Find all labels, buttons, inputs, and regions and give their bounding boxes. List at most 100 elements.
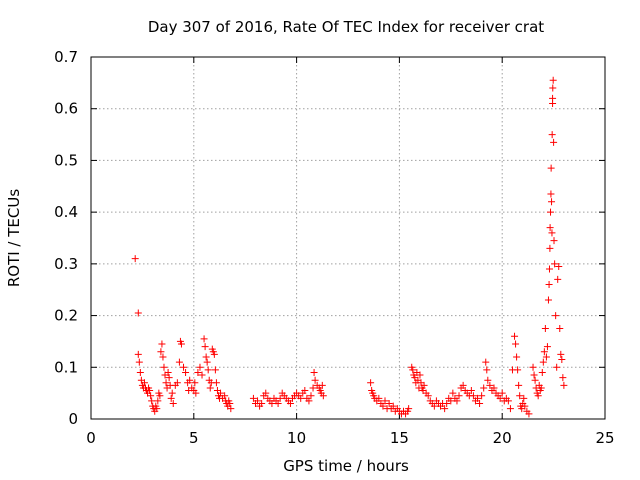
data-point (482, 358, 490, 366)
data-point (180, 363, 188, 371)
data-point (548, 229, 556, 237)
data-point (191, 379, 199, 387)
data-point (202, 353, 210, 361)
data-point (131, 255, 139, 263)
data-point (221, 392, 229, 400)
data-point (544, 296, 552, 304)
y-tick-label: 0.4 (54, 203, 78, 221)
data-point (192, 389, 200, 397)
data-point (409, 366, 417, 374)
data-point (447, 397, 455, 405)
data-point (548, 198, 556, 206)
data-point (496, 394, 504, 402)
data-point (175, 358, 183, 366)
data-point (555, 262, 563, 270)
data-point (546, 224, 554, 232)
data-point (276, 394, 284, 402)
data-point (545, 265, 553, 273)
data-point (531, 376, 539, 384)
data-point (513, 353, 521, 361)
y-tick-label: 0.2 (54, 307, 78, 325)
axis-ticks (90, 56, 606, 420)
data-point (441, 405, 449, 413)
data-point (478, 392, 486, 400)
data-point (549, 84, 557, 92)
data-point (537, 384, 545, 392)
data-point (165, 374, 173, 382)
data-point (148, 397, 156, 405)
data-point (547, 190, 555, 198)
data-point (556, 325, 564, 332)
y-tick-label: 0.7 (54, 48, 78, 66)
data-point (162, 379, 170, 387)
data-point (134, 309, 142, 317)
data-point (514, 366, 522, 374)
data-point (274, 399, 282, 407)
data-point (506, 405, 514, 413)
data-point (546, 244, 554, 252)
data-point (158, 340, 166, 348)
data-point (516, 392, 524, 400)
data-point (443, 399, 451, 407)
x-axis-title: GPS time / hours (283, 457, 409, 475)
data-point (558, 356, 566, 364)
y-axis-title: ROTI / TECUs (5, 189, 23, 287)
data-point (557, 350, 565, 358)
y-tick-labels: 0 0.1 0.2 0.3 0.4 0.5 0.6 0.7 (54, 48, 78, 428)
data-point (515, 381, 523, 389)
data-point (389, 402, 397, 410)
data-point (319, 392, 327, 400)
data-point (169, 399, 177, 407)
data-point (511, 332, 519, 340)
data-point (196, 363, 204, 371)
data-point (168, 389, 176, 397)
data-point (301, 387, 309, 395)
data-point (430, 402, 438, 410)
data-point (307, 392, 315, 400)
data-point (226, 399, 234, 407)
data-point (217, 389, 225, 397)
data-point (455, 392, 463, 400)
data-point (553, 363, 561, 371)
data-point (309, 384, 317, 392)
data-point (424, 392, 432, 400)
data-point (164, 368, 172, 376)
data-point (449, 389, 457, 397)
data-point (297, 394, 305, 402)
data-point (153, 405, 161, 413)
data-point (212, 379, 220, 387)
data-point (547, 164, 555, 172)
y-tick-label: 0 (68, 410, 78, 428)
data-point (157, 348, 165, 356)
data-point (375, 394, 383, 402)
x-tick-label: 0 (86, 429, 96, 447)
data-point (167, 394, 175, 402)
x-tick-label: 5 (189, 429, 199, 447)
data-point (548, 131, 556, 139)
chart-title: Day 307 of 2016, Rate Of TEC Index for r… (148, 18, 544, 36)
data-point (186, 376, 194, 384)
x-tick-label: 25 (595, 429, 614, 447)
data-point (135, 358, 143, 366)
data-point (420, 381, 428, 389)
data-point (198, 371, 206, 379)
data-point (498, 389, 506, 397)
data-point (156, 392, 164, 400)
data-point (539, 358, 547, 366)
data-point (540, 348, 548, 356)
data-point (512, 340, 520, 348)
data-point (543, 343, 551, 351)
data-point (525, 410, 533, 418)
data-point (227, 405, 235, 413)
data-point (177, 340, 185, 348)
data-point (147, 392, 155, 400)
data-point (476, 399, 484, 407)
data-point (550, 237, 558, 245)
data-point (318, 381, 326, 389)
data-point (551, 260, 559, 268)
data-point (310, 368, 318, 376)
grid-lines (91, 57, 605, 419)
data-point (547, 208, 555, 216)
y-tick-label: 0.6 (54, 100, 78, 118)
